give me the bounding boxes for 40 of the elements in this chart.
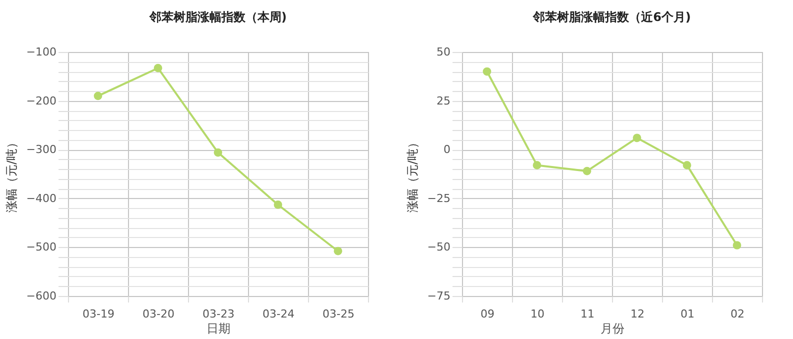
y-tick-label: −25 <box>427 192 450 205</box>
y-axis-title: 涨幅（元/吨） <box>405 136 420 213</box>
x-tick-label: 03-23 <box>202 308 234 320</box>
x-tick-label: 02 <box>730 308 744 320</box>
point <box>94 92 102 100</box>
y-axis-title: 涨幅（元/吨） <box>4 136 18 213</box>
x-tick-label: 03-19 <box>82 308 114 320</box>
y-tick-label: −500 <box>26 240 56 254</box>
x-tick-label: 12 <box>630 308 644 320</box>
y-tick-label: 50 <box>436 46 450 58</box>
chart-title: 邻苯树脂涨幅指数（近6个月) <box>532 10 691 24</box>
chart-title: 邻苯树脂涨幅指数（本周) <box>148 10 287 24</box>
point <box>482 67 492 76</box>
x-axis-title: 日期 <box>206 322 230 336</box>
point <box>214 148 222 157</box>
x-tick-label: 03-20 <box>142 308 174 320</box>
point <box>682 161 692 170</box>
x-tick-label: 03-25 <box>322 308 354 320</box>
y-tick-label: −50 <box>427 240 450 254</box>
point <box>274 200 282 209</box>
y-tick-label: −400 <box>26 192 56 205</box>
point <box>154 64 162 72</box>
point <box>582 166 592 176</box>
x-tick-label: 01 <box>680 308 694 320</box>
y-tick-label: 0 <box>444 143 450 156</box>
point <box>632 134 642 142</box>
x-tick-label: 09 <box>480 308 494 320</box>
x-tick-label: 03-24 <box>262 308 294 320</box>
y-tick-label: 25 <box>436 94 450 108</box>
y-tick-label: −100 <box>26 46 56 58</box>
x-axis-title: 月份 <box>600 322 624 336</box>
x-tick-label: 11 <box>580 308 594 320</box>
point <box>532 161 542 170</box>
y-tick-label: −75 <box>427 290 450 302</box>
y-tick-label: −200 <box>26 94 56 108</box>
point <box>334 246 342 256</box>
y-tick-label: −300 <box>26 143 56 156</box>
x-tick-label: 10 <box>530 308 544 320</box>
point <box>732 241 742 250</box>
y-tick-label: −600 <box>26 290 56 302</box>
